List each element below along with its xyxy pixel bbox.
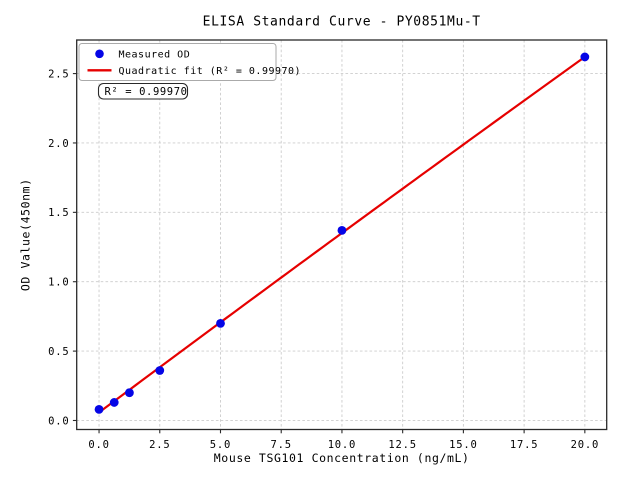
x-tick-label: 20.0	[571, 439, 600, 451]
tick-layer: 0.0 2.5 5.0 7.5 10.0 12.5 15.0 17.5 20.0 0.0 0.5 1.…	[48, 68, 600, 451]
legend-measured-od-label: Measured OD	[119, 49, 191, 60]
measured-od-point	[580, 52, 590, 62]
data-layer	[94, 52, 590, 414]
legend: Measured OD Quadratic fit (R² = 0.99970)	[78, 43, 302, 81]
measured-od-point	[125, 388, 134, 398]
y-tick-label: 1.5	[48, 207, 69, 219]
measured-od-point	[109, 398, 119, 407]
x-axis-label: Mouse TSG101 Concentration (ng/mL)	[214, 451, 470, 465]
r-squared-annotation: R² = 0.99970	[97, 82, 189, 100]
y-tick-label: 2.0	[48, 138, 69, 150]
measured-od-point	[155, 366, 165, 375]
x-tick-label: 0.0	[88, 439, 109, 451]
y-axis-label: OD Value(450nm)	[19, 178, 33, 291]
x-tick-label: 7.5	[271, 439, 292, 451]
measured-od-point	[337, 225, 347, 235]
measured-od-point	[216, 318, 225, 328]
x-tick-label: 2.5	[149, 439, 170, 451]
x-tick-label: 12.5	[388, 439, 417, 451]
y-tick-label: 2.5	[48, 68, 69, 80]
legend-measured-od-marker-icon	[95, 49, 104, 59]
x-tick-label: 5.0	[210, 439, 231, 451]
legend-box	[78, 43, 277, 81]
y-tick-label: 0.0	[48, 415, 69, 427]
r-squared-annotation-text: R² = 0.99970	[105, 86, 188, 98]
chart-title: ELISA Standard Curve - PY0851Mu-T	[203, 15, 481, 30]
measured-od-point	[94, 404, 104, 414]
y-tick-label: 0.5	[48, 346, 69, 358]
x-tick-label: 15.0	[449, 439, 478, 451]
legend-quadratic-fit-label: Quadratic fit (R² = 0.99970)	[119, 66, 302, 77]
x-tick-label: 17.5	[510, 439, 539, 451]
r-squared-annotation-box	[97, 82, 189, 100]
x-tick-label: 10.0	[328, 439, 357, 451]
y-tick-label: 1.0	[48, 277, 69, 289]
